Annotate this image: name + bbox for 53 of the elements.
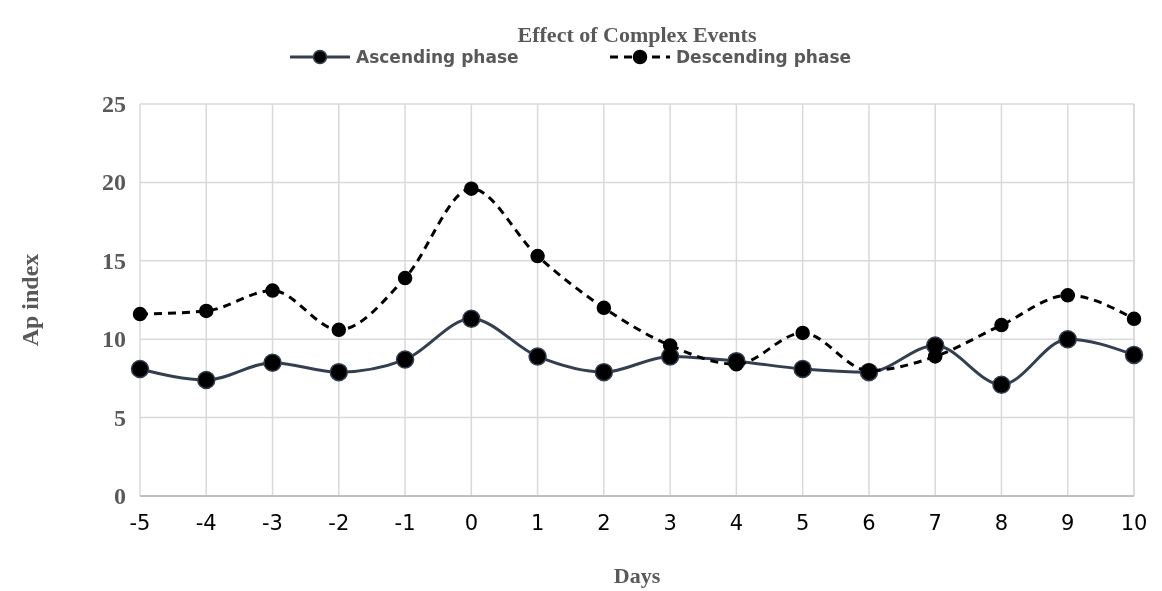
point xyxy=(130,359,150,379)
point xyxy=(1058,329,1077,349)
x-tick-label: -3 xyxy=(262,511,284,535)
x-tick-label: 6 xyxy=(862,511,876,535)
x-tick-label: 7 xyxy=(928,511,942,535)
point xyxy=(927,349,943,364)
x-tick-label: -5 xyxy=(129,511,151,535)
y-tick-label: 20 xyxy=(102,169,126,196)
point xyxy=(594,362,614,382)
y-tick-label: 0 xyxy=(114,483,126,509)
y-tick-label: 10 xyxy=(102,326,126,353)
x-tick-label: -1 xyxy=(394,511,416,535)
point xyxy=(795,325,810,341)
point xyxy=(329,362,349,382)
point xyxy=(596,300,612,316)
point xyxy=(397,270,413,286)
x-tick-label: 4 xyxy=(729,511,744,535)
point xyxy=(1124,345,1144,365)
x-tick-label: -4 xyxy=(195,511,217,535)
point xyxy=(1126,311,1142,327)
x-tick-label: 10 xyxy=(1120,511,1148,535)
point xyxy=(132,306,148,322)
x-tick-label: -2 xyxy=(328,511,350,535)
point xyxy=(265,283,280,298)
x-tick-label: 8 xyxy=(994,511,1009,535)
point xyxy=(1060,288,1075,303)
x-tick-label: 9 xyxy=(1061,511,1075,535)
point xyxy=(793,359,812,379)
point xyxy=(263,353,282,372)
point xyxy=(199,303,214,319)
point xyxy=(662,338,678,353)
x-tick-label: 0 xyxy=(464,511,479,535)
x-tick-label: 5 xyxy=(795,511,810,535)
x-tick-label: 2 xyxy=(597,511,611,535)
chart-title: Effect of Complex Events xyxy=(517,22,757,47)
x-tick-label: 3 xyxy=(663,511,677,535)
y-tick-label: 25 xyxy=(102,91,126,117)
y-axis-title: Ap index xyxy=(17,253,43,347)
y-tick-label: 5 xyxy=(114,404,126,431)
point xyxy=(464,181,479,196)
legend-label: Descending phase xyxy=(676,47,852,67)
point xyxy=(395,350,415,369)
point xyxy=(992,375,1011,394)
legend-label: Ascending phase xyxy=(356,47,519,67)
point xyxy=(462,309,481,329)
point xyxy=(528,347,547,366)
point xyxy=(197,370,216,390)
point xyxy=(994,317,1009,333)
point xyxy=(331,322,347,338)
y-tick-label: 15 xyxy=(102,247,126,274)
x-tick-label: 1 xyxy=(530,511,545,535)
point xyxy=(530,248,545,264)
x-axis-title: Days xyxy=(613,563,661,588)
